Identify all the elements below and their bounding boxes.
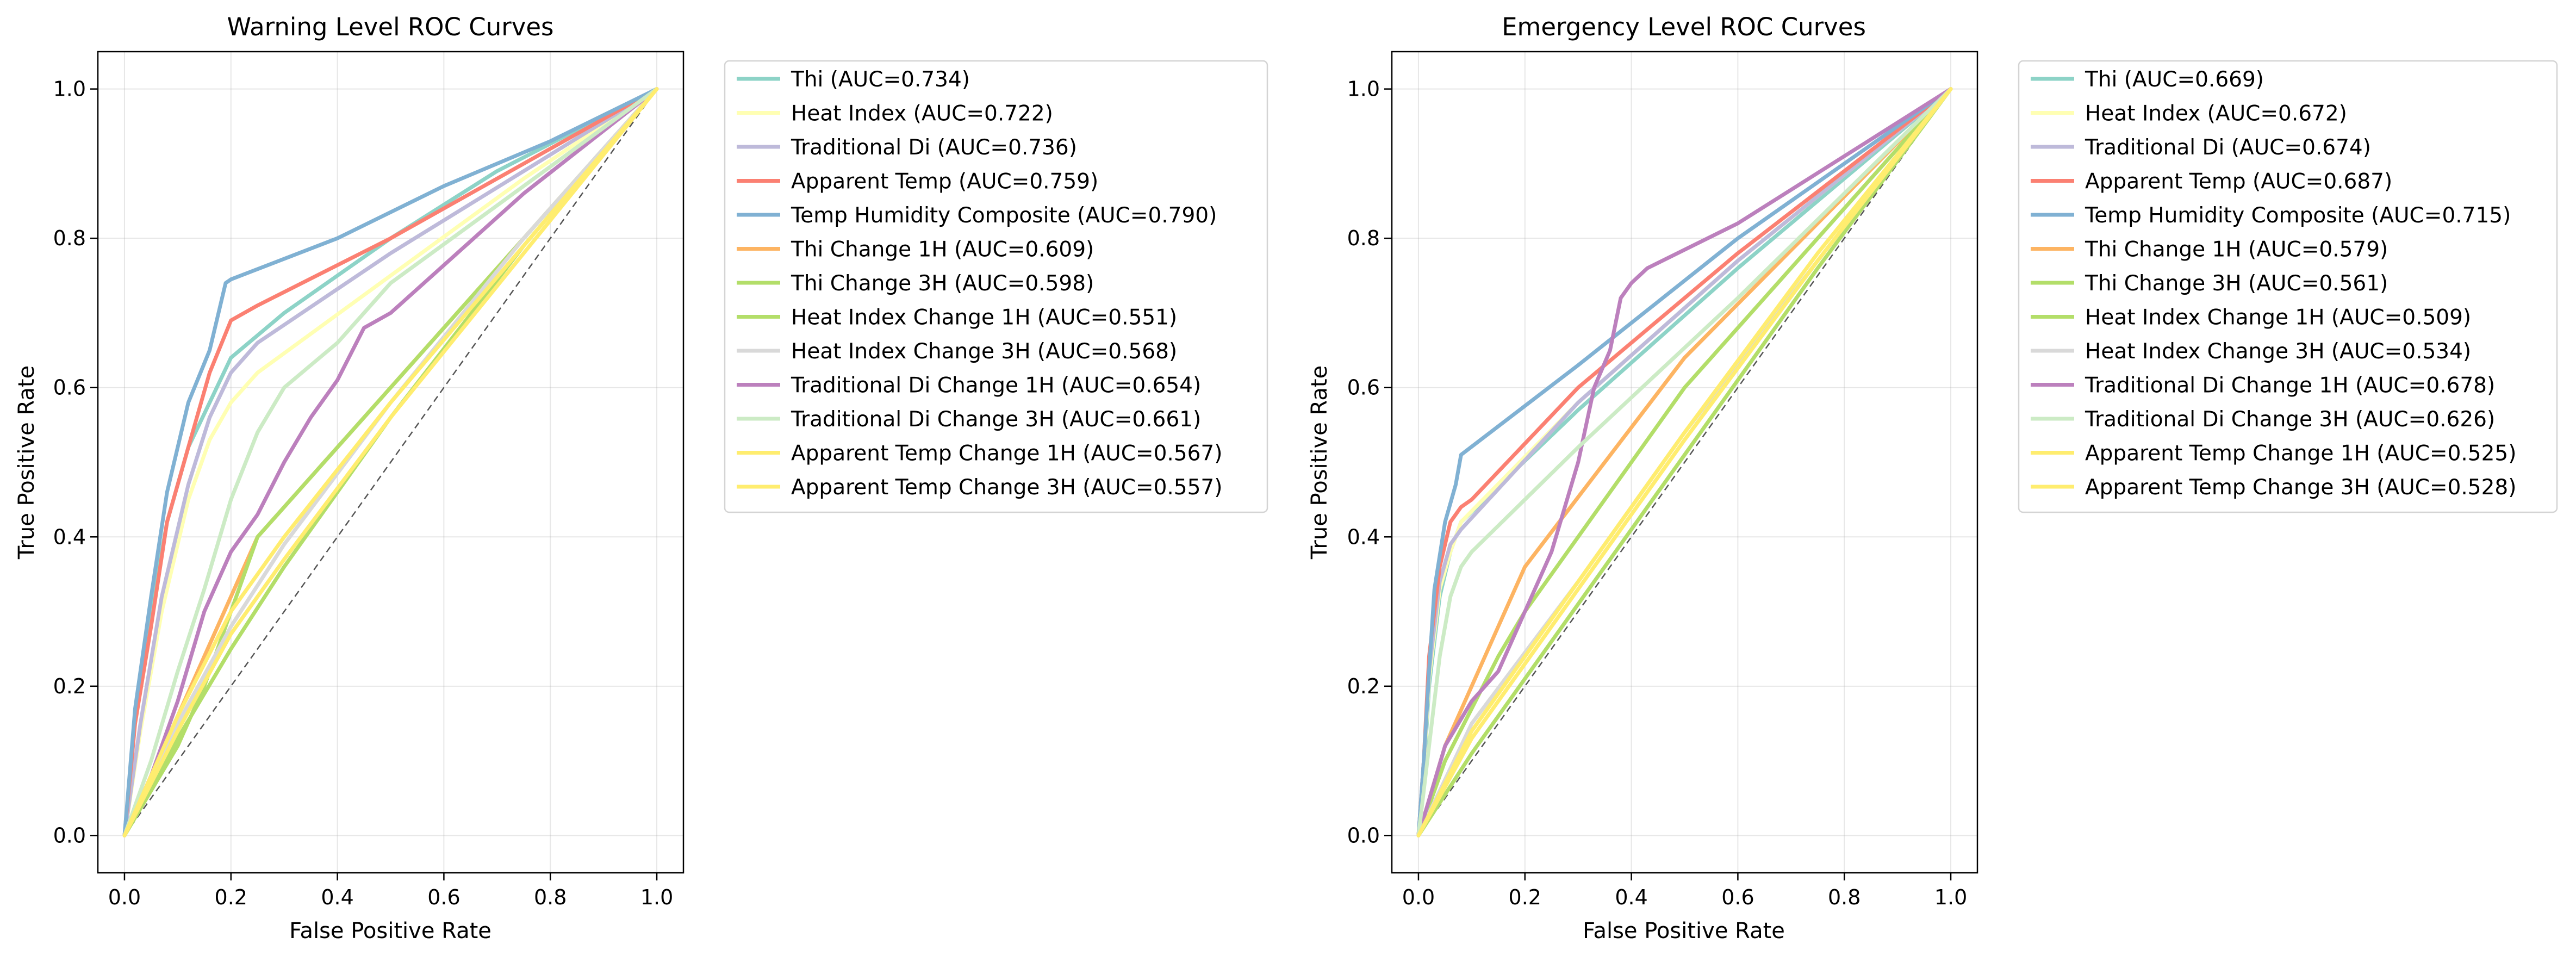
emergency-y-tick-label: 0.4 [1347, 525, 1380, 549]
emergency-x-tick-label: 0.6 [1721, 885, 1754, 909]
emergency-legend: Thi (AUC=0.669) Heat Index (AUC=0.672) Tra… [2018, 60, 2558, 513]
emergency-chance-diagonal-line [1417, 88, 1952, 836]
warning-y-ticks: 0.0 0.2 0.4 0.6 0.8 1.0 [53, 77, 98, 847]
emergency-chart-title: Emergency Level ROC Curves [1502, 13, 1866, 41]
emergency-y-ticks: 0.0 0.2 0.4 0.6 0.8 1.0 [1347, 77, 1392, 847]
emergency-legend-label: Heat Index Change 3H (AUC=0.534) [2085, 339, 2471, 364]
emergency-legend-label: Apparent Temp Change 3H (AUC=0.528) [2085, 475, 2516, 500]
emergency-legend-items: Thi (AUC=0.669) Heat Index (AUC=0.672) Tra… [2031, 67, 2516, 500]
emergency-x-ticks: 0.0 0.2 0.4 0.6 0.8 1.0 [1402, 873, 1967, 909]
emergency-series-line-6 [1416, 87, 1953, 837]
warning-legend-label: Thi Change 3H (AUC=0.598) [791, 271, 1094, 296]
emergency-y-tick-label: 1.0 [1347, 77, 1380, 101]
emergency-series-line-12 [1416, 87, 1953, 837]
warning-legend-label: Thi (AUC=0.734) [791, 67, 970, 92]
warning-grid [98, 52, 683, 873]
warning-diagonal-reference [123, 88, 658, 836]
emergency-x-tick-label: 0.8 [1828, 885, 1861, 909]
warning-series-line-8 [122, 87, 659, 837]
emergency-x-tick-label: 0.2 [1509, 885, 1541, 909]
emergency-legend-label: Heat Index Change 1H (AUC=0.509) [2085, 306, 2471, 330]
warning-legend-label: Traditional Di Change 1H (AUC=0.654) [791, 374, 1201, 398]
emergency-legend-box [2018, 60, 2558, 513]
warning-plot-frame [97, 51, 685, 874]
warning-x-tick-label: 1.0 [640, 885, 673, 909]
emergency-legend-label: Temp Humidity Composite (AUC=0.715) [2085, 203, 2511, 228]
emergency-series-lines [1416, 87, 1953, 837]
emergency-legend-label: Thi Change 3H (AUC=0.561) [2085, 271, 2388, 296]
emergency-legend-label: Traditional Di Change 3H (AUC=0.626) [2085, 407, 2495, 432]
emergency-series-line-11 [1416, 87, 1953, 837]
emergency-legend-label: Traditional Di (AUC=0.674) [2085, 135, 2371, 160]
warning-x-ticks: 0.0 0.2 0.4 0.6 0.8 1.0 [108, 873, 673, 909]
emergency-legend-label: Thi (AUC=0.669) [2085, 67, 2264, 92]
warning-legend-label: Apparent Temp (AUC=0.759) [791, 170, 1098, 194]
warning-y-tick-label: 0.8 [53, 226, 86, 250]
warning-series-line-11 [122, 87, 659, 837]
warning-series-line-3 [122, 87, 659, 837]
warning-legend-label: Thi Change 1H (AUC=0.609) [791, 238, 1094, 262]
warning-legend-label: Heat Index Change 1H (AUC=0.551) [791, 306, 1177, 330]
warning-x-tick-label: 0.6 [427, 885, 460, 909]
warning-chance-diagonal-line [123, 88, 658, 836]
warning-legend-label: Heat Index (AUC=0.722) [791, 102, 1053, 126]
warning-x-tick-label: 0.0 [108, 885, 141, 909]
emergency-legend-label: Traditional Di Change 1H (AUC=0.678) [2085, 374, 2495, 398]
warning-series-line-9 [122, 87, 659, 837]
warning-legend-label: Traditional Di (AUC=0.736) [791, 135, 1077, 160]
emergency-series-line-9 [1416, 87, 1953, 837]
warning-legend-label: Traditional Di Change 3H (AUC=0.661) [791, 407, 1201, 432]
emergency-roc-panel: Emergency Level ROC Curves False Positiv… [1307, 13, 2558, 944]
warning-x-tick-label: 0.4 [321, 885, 353, 909]
warning-y-tick-label: 0.6 [53, 376, 86, 400]
emergency-series-line-4 [1416, 87, 1953, 837]
emergency-y-tick-label: 0.0 [1347, 823, 1380, 847]
warning-legend-label: Apparent Temp Change 3H (AUC=0.557) [791, 475, 1222, 500]
warning-chart-title: Warning Level ROC Curves [227, 13, 553, 41]
warning-series-line-4 [122, 87, 659, 837]
emergency-legend-label: Apparent Temp (AUC=0.687) [2085, 170, 2392, 194]
emergency-diagonal-reference [1417, 88, 1952, 836]
warning-legend-label: Apparent Temp Change 1H (AUC=0.567) [791, 442, 1222, 466]
warning-legend: Thi (AUC=0.734) Heat Index (AUC=0.722) Tra… [724, 60, 1268, 513]
emergency-legend-label: Heat Index (AUC=0.672) [2085, 102, 2347, 126]
warning-x-axis-label: False Positive Rate [289, 918, 491, 944]
warning-y-tick-label: 0.4 [53, 525, 86, 549]
emergency-legend-label: Apparent Temp Change 1H (AUC=0.525) [2085, 442, 2516, 466]
emergency-x-tick-label: 0.4 [1615, 885, 1647, 909]
emergency-legend-label: Thi Change 1H (AUC=0.579) [2085, 238, 2388, 262]
emergency-series-line-10 [1416, 87, 1953, 837]
warning-x-tick-label: 0.2 [215, 885, 247, 909]
emergency-series-line-7 [1416, 87, 1953, 837]
emergency-x-tick-label: 0.0 [1402, 885, 1435, 909]
warning-legend-items: Thi (AUC=0.734) Heat Index (AUC=0.722) Tra… [737, 67, 1222, 500]
warning-y-axis-label: True Positive Rate [14, 365, 39, 560]
emergency-y-tick-label: 0.2 [1347, 674, 1380, 698]
warning-y-tick-label: 1.0 [53, 77, 86, 101]
emergency-x-tick-label: 1.0 [1934, 885, 1967, 909]
warning-x-tick-label: 0.8 [534, 885, 567, 909]
warning-y-tick-label: 0.0 [53, 823, 86, 847]
emergency-y-tick-label: 0.8 [1347, 226, 1380, 250]
warning-series-line-2 [122, 87, 659, 837]
warning-legend-label: Heat Index Change 3H (AUC=0.568) [791, 339, 1177, 364]
warning-series-line-12 [122, 87, 659, 837]
emergency-plot-frame [1391, 51, 1978, 874]
warning-series-lines [122, 87, 659, 837]
warning-series-line-10 [122, 87, 659, 837]
emergency-x-axis-label: False Positive Rate [1583, 918, 1785, 944]
emergency-y-tick-label: 0.6 [1347, 376, 1380, 400]
warning-legend-label: Temp Humidity Composite (AUC=0.790) [791, 203, 1217, 228]
warning-legend-box [724, 60, 1268, 513]
warning-y-tick-label: 0.2 [53, 674, 86, 698]
emergency-y-axis-label: True Positive Rate [1307, 365, 1332, 560]
warning-roc-panel: Warning Level ROC Curves False Positive … [14, 13, 1268, 944]
